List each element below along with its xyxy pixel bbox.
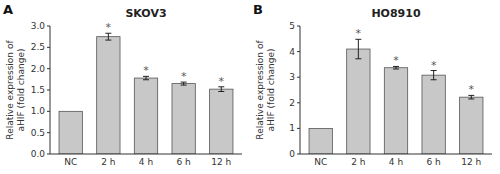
x-tick-label: 4 h bbox=[389, 157, 403, 167]
bar bbox=[384, 68, 407, 154]
error-bar bbox=[355, 39, 361, 58]
x-axis bbox=[50, 154, 242, 155]
panel: 0 1 2 3 4 5 NC 2 h 4 h 6 h 12 h HO8910 Relative expr… bbox=[253, 2, 492, 167]
y-tick-label: 2 bbox=[289, 98, 295, 108]
y-tick-label: 0.0 bbox=[31, 149, 46, 159]
bar bbox=[422, 75, 445, 154]
plot-area bbox=[309, 39, 483, 154]
x-tick-label: NC bbox=[64, 157, 77, 167]
bar bbox=[134, 78, 157, 154]
y-tick-label: 2.0 bbox=[31, 64, 46, 74]
bar bbox=[210, 89, 233, 154]
x-tick-label: NC bbox=[314, 157, 327, 167]
x-tick-label: 6 h bbox=[176, 157, 190, 167]
panel: 0.0 0.5 1.0 1.5 2.0 2.5 3.0 NC 2 h 4 h 6 h 12 h SKOV… bbox=[3, 2, 242, 167]
y-tick-label: 1 bbox=[289, 123, 295, 133]
y-tick-label: 3 bbox=[289, 72, 295, 82]
significance-marker: * bbox=[106, 21, 112, 34]
x-tick-label: 6 h bbox=[426, 157, 440, 167]
error-bar bbox=[105, 33, 111, 40]
bar bbox=[460, 97, 483, 154]
y-tick-label: 0 bbox=[289, 149, 295, 159]
error-bar bbox=[431, 71, 437, 80]
bar bbox=[97, 37, 120, 154]
bar bbox=[172, 84, 195, 154]
y-tick-label: 3.0 bbox=[31, 21, 46, 31]
significance-marker: * bbox=[469, 83, 475, 96]
x-tick-label: 4 h bbox=[139, 157, 153, 167]
bar bbox=[309, 128, 332, 154]
y-label: Relative expression ofaHIF (fold change) bbox=[5, 40, 26, 140]
x-tick-label: 2 h bbox=[351, 157, 365, 167]
figure: 0.00.51.01.52.02.53.0NC2 h4 h6 h12 hSKOV… bbox=[0, 0, 500, 174]
bar bbox=[347, 49, 370, 154]
panel-label: A bbox=[3, 2, 13, 17]
y-axis bbox=[50, 26, 51, 154]
panel-label: B bbox=[253, 2, 263, 17]
significance-marker: * bbox=[181, 70, 187, 83]
x-tick-label: 12 h bbox=[461, 157, 481, 167]
y-tick-label: 1.5 bbox=[31, 85, 45, 95]
title: HO8910 bbox=[371, 7, 421, 20]
y-tick-label: 4 bbox=[289, 47, 295, 57]
plot-area bbox=[59, 33, 233, 154]
y-tick-label: 0.5 bbox=[31, 128, 45, 138]
y-tick-label: 5 bbox=[289, 21, 295, 31]
significance-marker: * bbox=[219, 75, 225, 88]
y-tick-label: 1.0 bbox=[31, 106, 46, 116]
significance-marker: * bbox=[431, 59, 437, 72]
y-tick-label: 2.5 bbox=[31, 42, 45, 52]
title: SKOV3 bbox=[125, 7, 166, 20]
significance-marker: * bbox=[143, 64, 149, 77]
x-tick-label: 2 h bbox=[101, 157, 115, 167]
significance-marker: * bbox=[393, 54, 399, 67]
x-tick-label: 12 h bbox=[211, 157, 231, 167]
significance-marker: * bbox=[356, 27, 362, 40]
y-label: Relative expression ofaHIF (fold change) bbox=[255, 40, 276, 140]
y-axis bbox=[300, 26, 301, 154]
x-axis bbox=[300, 154, 492, 155]
bar bbox=[59, 111, 82, 154]
